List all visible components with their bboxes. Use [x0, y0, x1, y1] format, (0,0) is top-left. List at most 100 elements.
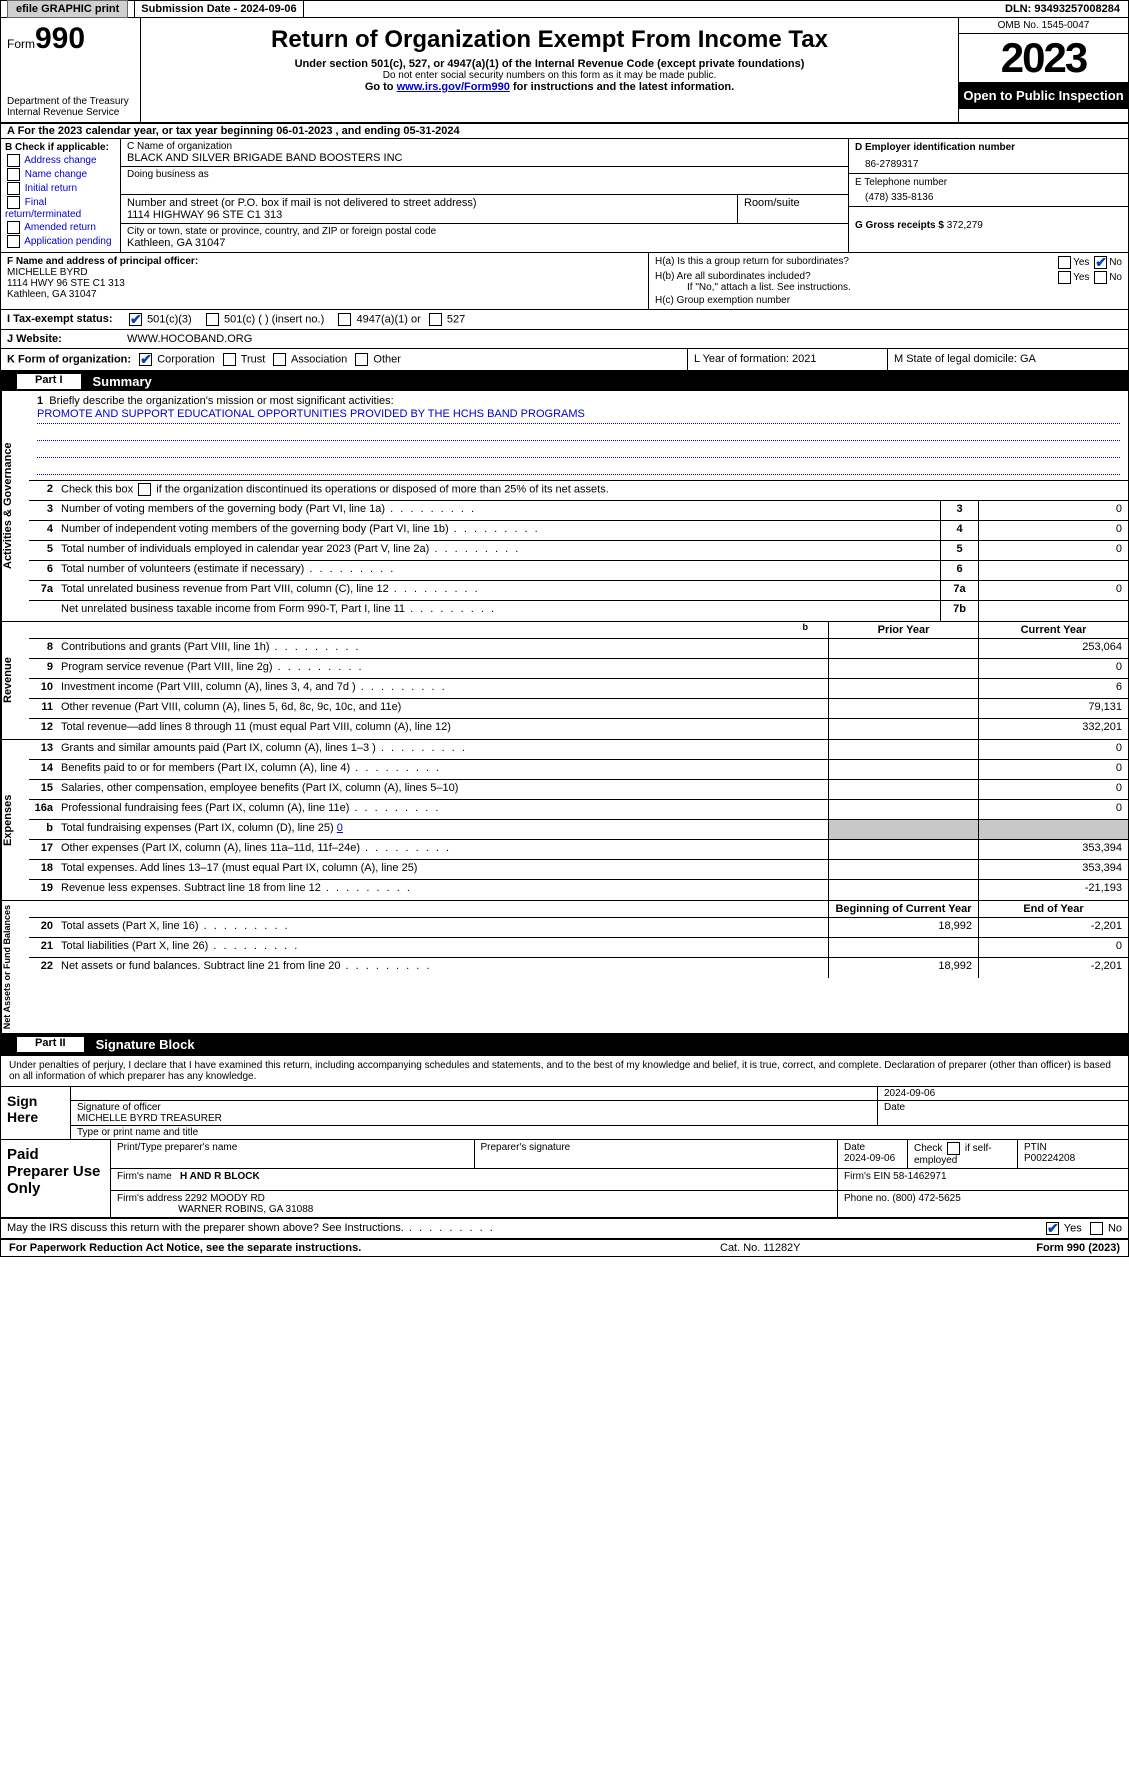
cb-initial-return[interactable]: Initial return [5, 182, 116, 195]
v16a: 0 [978, 800, 1128, 819]
sig-date: 2024-09-06 [878, 1087, 1128, 1100]
b22: 18,992 [828, 958, 978, 978]
efile-button[interactable]: efile GRAPHIC print [1, 1, 135, 17]
cell-ein: D Employer identification number 86-2789… [849, 139, 1128, 174]
form-container: efile GRAPHIC print Submission Date - 20… [0, 0, 1129, 1257]
e20: -2,201 [978, 918, 1128, 937]
v5: 0 [978, 541, 1128, 560]
street-address: 1114 HIGHWAY 96 STE C1 313 [127, 209, 731, 221]
revenue-section: Revenue bPrior YearCurrent Year 8Contrib… [1, 622, 1128, 740]
v11: 79,131 [978, 699, 1128, 718]
cb-hb-no[interactable] [1094, 271, 1107, 284]
state-domicile: M State of legal domicile: GA [888, 349, 1128, 370]
v17: 353,394 [978, 840, 1128, 859]
mission-block: 1 Briefly describe the organization's mi… [29, 391, 1128, 481]
cb-501c[interactable] [206, 313, 219, 326]
cb-final-return[interactable]: Final return/terminated [5, 196, 116, 220]
b20: 18,992 [828, 918, 978, 937]
prep-date: 2024-09-06 [844, 1153, 895, 1164]
cell-city: City or town, state or province, country… [121, 224, 848, 252]
e21: 0 [978, 938, 1128, 957]
mission-text: PROMOTE AND SUPPORT EDUCATIONAL OPPORTUN… [37, 408, 1120, 424]
irs-link[interactable]: www.irs.gov/Form990 [397, 81, 510, 93]
cb-4947[interactable] [338, 313, 351, 326]
cb-application-pending[interactable]: Application pending [5, 235, 116, 248]
sign-here-block: Sign Here 2024-09-06 Signature of office… [1, 1086, 1128, 1140]
phone-value: (478) 335-8136 [855, 188, 1122, 203]
e22: -2,201 [978, 958, 1128, 978]
cb-discontinued[interactable] [138, 483, 151, 496]
row-a-tax-year: A For the 2023 calendar year, or tax yea… [1, 124, 1128, 139]
fundraising-val: 0 [337, 822, 343, 834]
cb-name-change[interactable]: Name change [5, 168, 116, 181]
v14: 0 [978, 760, 1128, 779]
cell-gross-receipts: G Gross receipts $ 372,279 [849, 207, 1128, 235]
part-2-header: Part II Signature Block [1, 1035, 1128, 1054]
cell-org-name: C Name of organization BLACK AND SILVER … [121, 139, 848, 167]
cb-discuss-yes[interactable] [1046, 1222, 1059, 1235]
dept-treasury: Department of the Treasury [7, 96, 134, 107]
info-grid: B Check if applicable: Address change Na… [1, 139, 1128, 253]
v8: 253,064 [978, 639, 1128, 658]
expenses-tab: Expenses [1, 740, 29, 900]
cb-501c3[interactable] [129, 313, 142, 326]
officer-name: MICHELLE BYRD [7, 267, 88, 278]
cb-discuss-no[interactable] [1090, 1222, 1103, 1235]
header-right: OMB No. 1545-0047 2023 Open to Public In… [958, 18, 1128, 122]
cb-other[interactable] [355, 353, 368, 366]
footer: For Paperwork Reduction Act Notice, see … [1, 1240, 1128, 1256]
v3: 0 [978, 501, 1128, 520]
paperwork-notice: For Paperwork Reduction Act Notice, see … [9, 1242, 720, 1254]
officer-addr1: 1114 HWY 96 STE C1 313 [7, 278, 125, 289]
dln: DLN: 93493257008284 [997, 1, 1128, 17]
firm-addr2: WARNER ROBINS, GA 31088 [178, 1204, 313, 1215]
v4: 0 [978, 521, 1128, 540]
cell-address: Number and street (or P.O. box if mail i… [121, 195, 848, 224]
cb-trust[interactable] [223, 353, 236, 366]
cb-self-employed[interactable] [947, 1142, 960, 1155]
v6 [978, 561, 1128, 580]
principal-officer: F Name and address of principal officer:… [1, 253, 648, 309]
discuss-row: May the IRS discuss this return with the… [1, 1219, 1128, 1240]
cb-ha-no[interactable] [1094, 256, 1107, 269]
part-1-header: Part I Summary [1, 372, 1128, 391]
v13: 0 [978, 740, 1128, 759]
v15: 0 [978, 780, 1128, 799]
cb-association[interactable] [273, 353, 286, 366]
expenses-section: Expenses 13Grants and similar amounts pa… [1, 740, 1128, 901]
netassets-tab: Net Assets or Fund Balances [1, 901, 29, 1033]
omb-number: OMB No. 1545-0047 [959, 18, 1128, 34]
col-b-checkboxes: B Check if applicable: Address change Na… [1, 139, 121, 252]
v10: 6 [978, 679, 1128, 698]
subtitle-1: Under section 501(c), 527, or 4947(a)(1)… [149, 58, 950, 70]
cb-527[interactable] [429, 313, 442, 326]
v7a: 0 [978, 581, 1128, 600]
submission-date: Submission Date - 2024-09-06 [135, 1, 303, 17]
cb-hb-yes[interactable] [1058, 271, 1071, 284]
topbar: efile GRAPHIC print Submission Date - 20… [1, 1, 1128, 18]
v18: 353,394 [978, 860, 1128, 879]
header-left: Form990 Department of the Treasury Inter… [1, 18, 141, 122]
gross-receipts-value: 372,279 [947, 220, 983, 231]
room-suite-label: Room/suite [738, 195, 848, 223]
open-public-badge: Open to Public Inspection [959, 82, 1128, 109]
v12: 332,201 [978, 719, 1128, 739]
v7b [978, 601, 1128, 621]
cb-address-change[interactable]: Address change [5, 154, 116, 167]
col-c-org-info: C Name of organization BLACK AND SILVER … [121, 139, 848, 252]
row-i-tax-exempt: I Tax-exempt status: 501(c)(3) 501(c) ( … [1, 310, 1128, 330]
org-name: BLACK AND SILVER BRIGADE BAND BOOSTERS I… [127, 152, 842, 164]
cb-ha-yes[interactable] [1058, 256, 1071, 269]
col-b-title: B Check if applicable: [5, 142, 116, 153]
header-title-block: Return of Organization Exempt From Incom… [141, 18, 958, 122]
cell-dba: Doing business as [121, 167, 848, 195]
governance-tab: Activities & Governance [1, 391, 29, 621]
cb-corporation[interactable] [139, 353, 152, 366]
cb-amended-return[interactable]: Amended return [5, 221, 116, 234]
ein-value: 86-2789317 [855, 153, 1122, 170]
form-header: Form990 Department of the Treasury Inter… [1, 18, 1128, 124]
paid-preparer-block: Paid Preparer Use Only Print/Type prepar… [1, 1140, 1128, 1219]
tax-year: 2023 [959, 34, 1128, 82]
cat-no: Cat. No. 11282Y [720, 1242, 920, 1254]
firm-name: H AND R BLOCK [180, 1171, 260, 1182]
